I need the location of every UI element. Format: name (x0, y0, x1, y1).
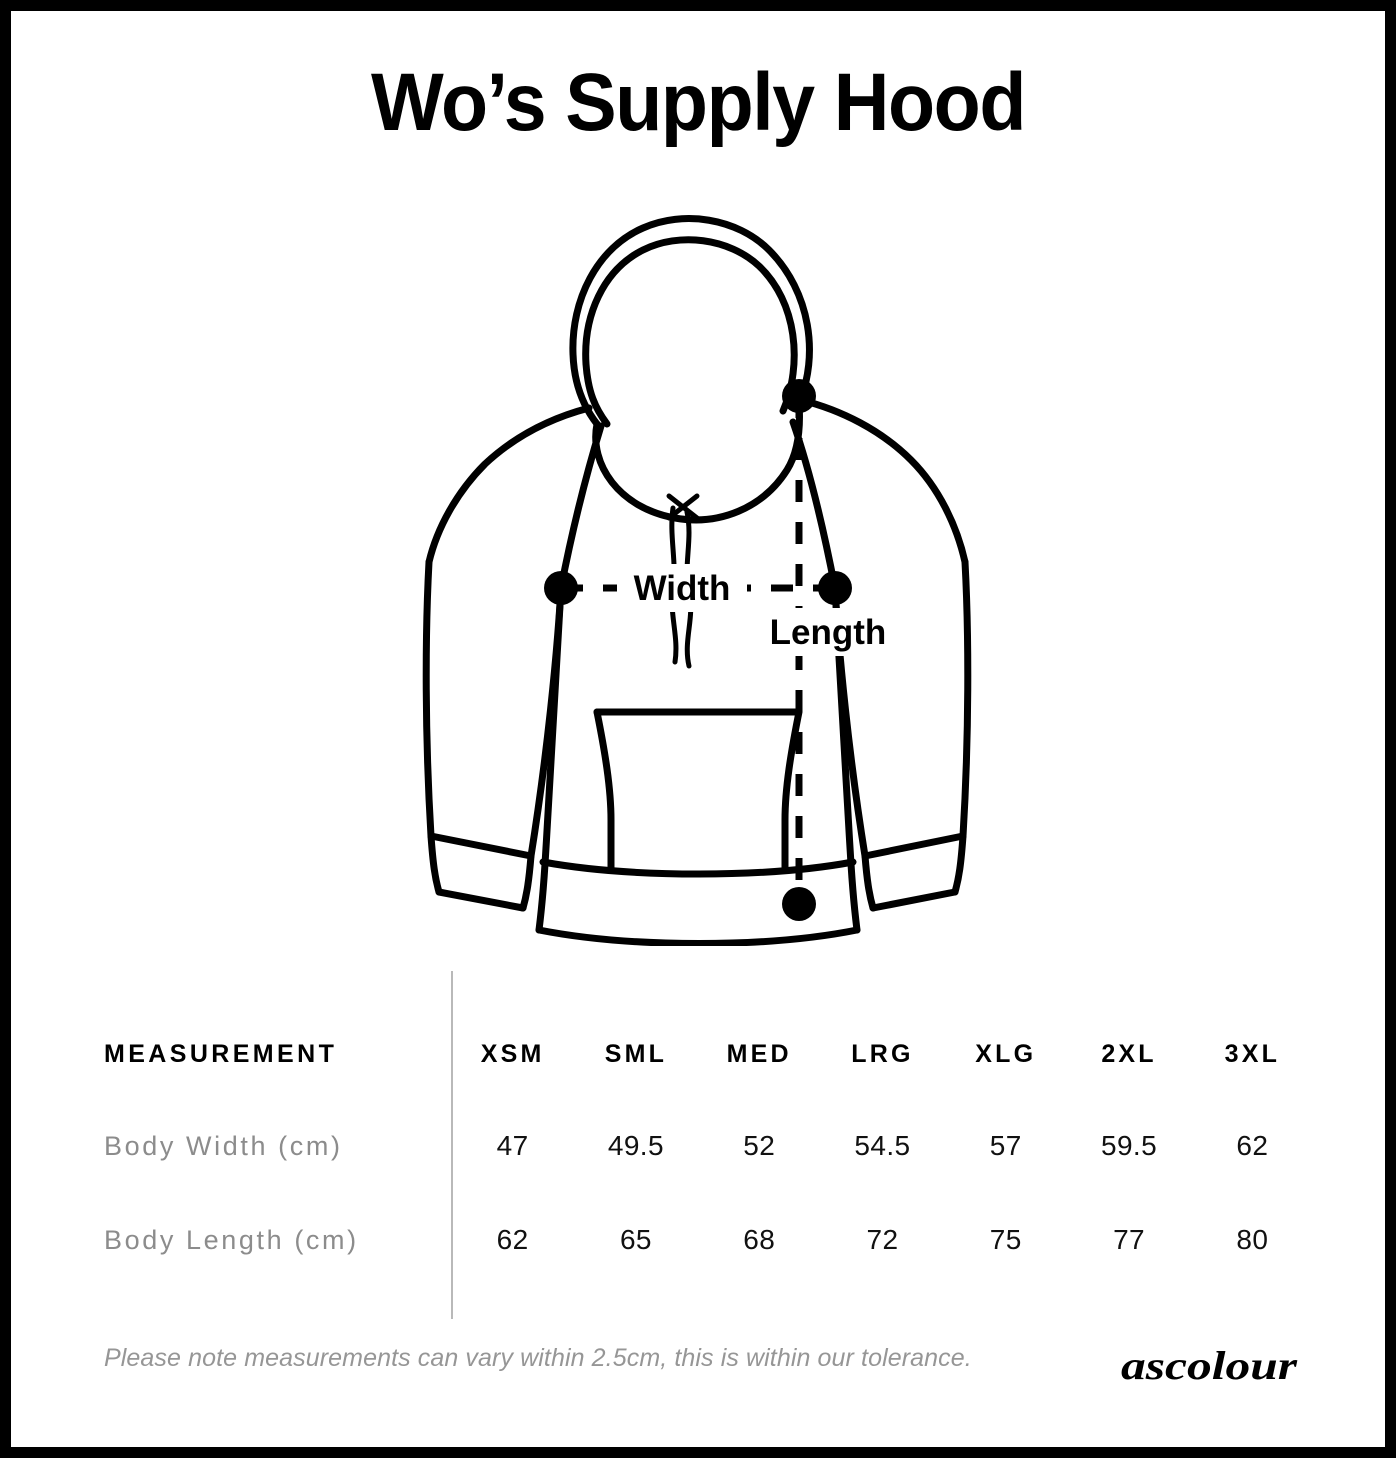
size-header-med: MED (726, 1039, 792, 1068)
table-row: Body Length (cm) 62 65 68 72 75 77 80 (104, 1202, 1314, 1278)
body-length-cells: 62 65 68 72 75 77 80 (451, 1224, 1314, 1256)
body-length-2xl: 77 (1113, 1224, 1146, 1255)
table-header-row: MEASUREMENT XSM SML MED LRG XLG 2XL 3XL (104, 1016, 1314, 1092)
row-label-body-length: Body Length (cm) (104, 1224, 359, 1255)
width-left-dot (544, 571, 578, 605)
body-width-cells: 47 49.5 52 54.5 57 59.5 62 (451, 1130, 1314, 1162)
length-top-dot (782, 379, 816, 413)
table-label-header: MEASUREMENT (104, 1039, 338, 1068)
body-length-lrg: 72 (866, 1224, 899, 1255)
measure-dots (544, 379, 852, 921)
body-width-xlg: 57 (989, 1130, 1022, 1161)
size-header-2xl: 2XL (1101, 1039, 1157, 1068)
size-header-lrg: LRG (851, 1039, 914, 1068)
body-length-xsm: 62 (496, 1224, 529, 1255)
length-label: Length (770, 613, 887, 652)
length-bottom-dot (782, 887, 816, 921)
body-width-xsm: 47 (496, 1130, 529, 1161)
body-width-sml: 49.5 (607, 1130, 664, 1161)
body-width-lrg: 54.5 (854, 1130, 911, 1161)
table-divider (451, 971, 453, 1319)
tolerance-note: Please note measurements can vary within… (104, 1344, 972, 1372)
width-label: Width (634, 569, 731, 608)
garment-illustration: Width Length (411, 196, 1011, 946)
brand-wordmark: ascolour (1121, 1343, 1298, 1388)
size-header-xlg: XLG (975, 1039, 1037, 1068)
table-row: Body Width (cm) 47 49.5 52 54.5 57 59.5 … (104, 1108, 1314, 1184)
body-width-2xl: 59.5 (1100, 1130, 1158, 1161)
size-header-3xl: 3XL (1224, 1039, 1281, 1068)
size-header-sml: SML (604, 1039, 668, 1068)
body-length-sml: 65 (619, 1224, 652, 1255)
size-header-xsm: XSM (480, 1039, 545, 1068)
body-width-med: 52 (743, 1130, 776, 1161)
body-width-3xl: 62 (1236, 1130, 1269, 1161)
width-right-dot (818, 571, 852, 605)
size-header-cells: XSM SML MED LRG XLG 2XL 3XL (451, 1040, 1314, 1069)
body-length-xlg: 75 (989, 1224, 1022, 1255)
body-length-3xl: 80 (1236, 1224, 1269, 1255)
brand-logo: ascolour (1119, 1337, 1299, 1395)
page-title: Wo’s Supply Hood (370, 57, 1026, 148)
row-label-body-width: Body Width (cm) (104, 1130, 343, 1161)
measurements-table: MEASUREMENT XSM SML MED LRG XLG 2XL 3XL … (104, 1016, 1314, 1278)
body-length-med: 68 (743, 1224, 776, 1255)
